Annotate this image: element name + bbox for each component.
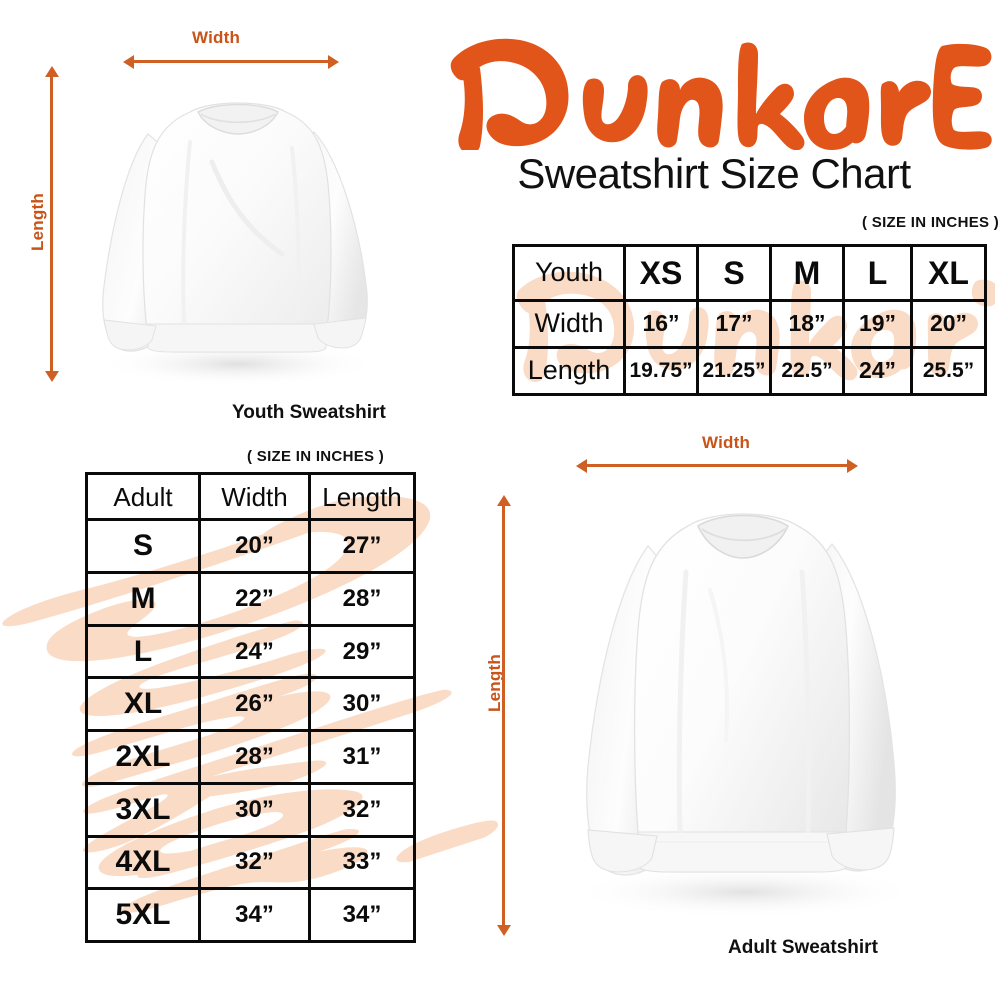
table-row: L 24” 29” [85,623,416,680]
adult-size-3xl: 3XL [85,781,201,838]
adult-size-s: S [85,518,201,575]
adult-length-2xl: 31” [308,729,416,785]
adult-length-arrow [502,505,505,926]
youth-width-s: 17” [696,298,772,349]
table-row: Length 19.75” 21.25” 22.5” 24” 25.5” [512,345,987,397]
table-row: M 22” 28” [85,571,416,627]
table-row: Width 16” 17” 18” 19” 20” [512,298,987,349]
youth-width-xl: 20” [910,298,987,349]
adult-length-l: 29” [308,623,416,680]
youth-length-xl: 25.5” [910,345,987,397]
adult-header-size: Adult [85,471,201,522]
adult-sweatshirt-image [540,480,940,930]
adult-width-2xl: 28” [198,729,311,785]
adult-size-xl: XL [85,676,201,733]
adult-size-table: Adult Width Length S 20” 27” M 22” 28” L 24” 29”… [85,471,416,943]
youth-corner-label: Youth [512,244,626,302]
table-row: XL 26” 30” [85,676,416,733]
adult-width-l: 24” [198,623,311,680]
youth-sweatshirt-image [70,72,400,392]
adult-size-m: M [85,571,201,627]
adult-length-s: 27” [308,518,416,575]
adult-width-label: Width [702,433,751,452]
youth-length-l: 24” [842,345,913,397]
adult-width-arrow [586,464,848,467]
youth-size-m: M [769,244,845,302]
youth-length-s: 21.25” [696,345,772,397]
youth-width-arrow [133,60,329,63]
adult-size-4xl: 4XL [85,834,201,891]
adult-width-5xl: 34” [198,887,311,943]
youth-width-xs: 16” [623,298,699,349]
adult-size-l: L [85,623,201,680]
brand-logo [436,28,992,150]
table-header-row: Adult Width Length [85,471,416,522]
table-row: 3XL 30” 32” [85,781,416,838]
table-row: 2XL 28” 31” [85,729,416,785]
youth-width-label: Width [192,28,241,47]
table-row: Youth XS S M L XL [512,244,987,302]
youth-width-l: 19” [842,298,913,349]
youth-length-label: Length [28,193,47,251]
youth-length-arrow [50,76,53,372]
adult-size-in-inches-note: ( SIZE IN INCHES ) [247,448,385,465]
adult-length-5xl: 34” [308,887,416,943]
adult-width-3xl: 30” [198,781,311,838]
youth-row-label-length: Length [512,345,626,397]
adult-width-m: 22” [198,571,311,627]
adult-length-m: 28” [308,571,416,627]
youth-size-xs: XS [623,244,699,302]
adult-size-5xl: 5XL [85,887,201,943]
adult-illustration-panel: Width Length [440,425,1000,985]
adult-width-xl: 26” [198,676,311,733]
adult-header-length: Length [308,471,416,522]
adult-illustration-caption: Adult Sweatshirt [728,937,878,958]
youth-size-l: L [842,244,913,302]
youth-size-xl: XL [910,244,987,302]
youth-length-m: 22.5” [769,345,845,397]
youth-illustration-caption: Youth Sweatshirt [232,402,386,423]
table-row: S 20” 27” [85,518,416,575]
page-title: Sweatshirt Size Chart [517,150,911,197]
adult-size-2xl: 2XL [85,729,201,785]
table-row: 5XL 34” 34” [85,887,416,943]
youth-size-in-inches-note: ( SIZE IN INCHES ) [862,214,1000,231]
adult-length-4xl: 33” [308,834,416,891]
youth-length-xs: 19.75” [623,345,699,397]
youth-row-label-width: Width [512,298,626,349]
youth-size-table: Youth XS S M L XL Width 16” 17” 18” 19” … [512,244,987,397]
adult-header-width: Width [198,471,311,522]
youth-illustration-panel: Width Length [0,0,430,440]
adult-width-s: 20” [198,518,311,575]
youth-width-m: 18” [769,298,845,349]
table-row: 4XL 32” 33” [85,834,416,891]
adult-length-3xl: 32” [308,781,416,838]
adult-length-xl: 30” [308,676,416,733]
adult-width-4xl: 32” [198,834,311,891]
youth-size-s: S [696,244,772,302]
